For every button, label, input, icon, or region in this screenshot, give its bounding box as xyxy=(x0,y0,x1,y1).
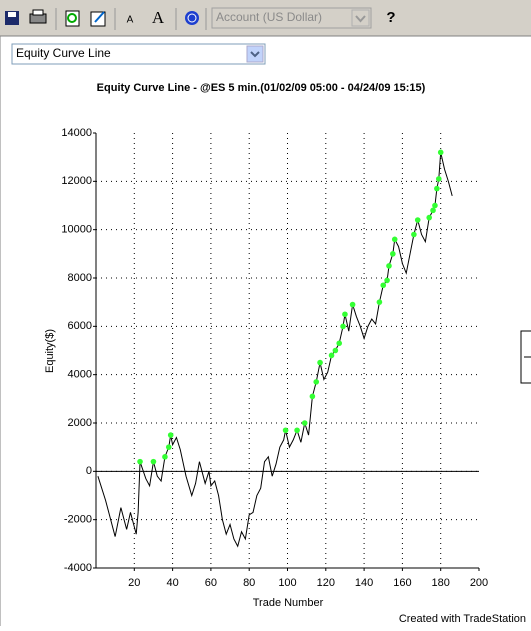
x-tick-label: 60 xyxy=(205,577,217,589)
equity-high-marker xyxy=(137,458,143,465)
equity-high-marker xyxy=(386,263,392,269)
equity-high-marker xyxy=(380,282,387,289)
target-button[interactable] xyxy=(185,11,199,25)
equity-high-marker xyxy=(435,176,442,182)
y-tick-label: 14000 xyxy=(61,127,92,139)
account-combo[interactable] xyxy=(211,7,372,29)
selector-text: Equity Curve Line xyxy=(16,46,111,60)
chart-selector[interactable] xyxy=(11,43,266,65)
equity-high-marker xyxy=(332,347,339,354)
equity-high-marker xyxy=(301,420,308,426)
equity-high-marker xyxy=(376,299,383,305)
x-tick-label: 200 xyxy=(470,577,488,589)
save-button[interactable] xyxy=(5,11,19,25)
y-tick-label: 4000 xyxy=(68,369,92,381)
legend-fragment xyxy=(520,330,531,384)
equity-high-marker xyxy=(150,458,157,465)
equity-high-marker xyxy=(414,217,421,223)
equity-high-marker xyxy=(437,149,444,156)
y-tick-label: -2000 xyxy=(64,514,92,526)
y-tick-label: 6000 xyxy=(68,320,92,332)
equity-line xyxy=(97,152,453,548)
x-tick-label: 20 xyxy=(128,577,140,589)
equity-high-marker xyxy=(426,214,433,221)
x-tick-label: 180 xyxy=(432,577,450,589)
y-axis-label: Equity($) xyxy=(44,329,56,373)
font-up-button[interactable]: A xyxy=(152,8,165,27)
y-tick-label: 0 xyxy=(86,465,92,477)
x-tick-label: 120 xyxy=(317,577,335,589)
equity-high-marker xyxy=(384,277,390,284)
equity-high-marker xyxy=(340,323,346,330)
equity-high-marker xyxy=(317,359,323,366)
equity-high-marker xyxy=(432,202,438,209)
equity-high-marker xyxy=(313,379,320,385)
equity-high-marker xyxy=(336,340,343,347)
help-button[interactable]: ? xyxy=(386,9,395,26)
equity-high-marker xyxy=(167,432,174,438)
equity-high-marker xyxy=(328,352,335,359)
x-tick-label: 40 xyxy=(166,577,178,589)
equity-high-marker xyxy=(165,444,172,450)
y-tick-label: 8000 xyxy=(68,272,92,284)
equity-high-marker xyxy=(342,311,348,318)
footer: Created with TradeStation xyxy=(399,613,526,625)
chart-title: Equity Curve Line - @ES 5 min.(01/02/09 … xyxy=(97,82,426,94)
equity-high-marker xyxy=(282,427,289,434)
y-tick-label: 2000 xyxy=(68,417,92,429)
x-axis-label: Trade Number xyxy=(253,597,324,609)
y-tick-label: 12000 xyxy=(61,175,92,187)
equity-high-marker xyxy=(430,207,436,214)
account-text: Account (US Dollar) xyxy=(216,10,322,24)
equity-high-marker xyxy=(162,454,168,460)
equity-high-marker xyxy=(309,393,316,400)
x-tick-label: 80 xyxy=(243,577,255,589)
equity-high-marker xyxy=(434,185,440,192)
equity-high-marker xyxy=(294,427,300,434)
equity-high-marker xyxy=(411,231,417,238)
y-tick-label: -4000 xyxy=(64,562,92,574)
x-tick-label: 140 xyxy=(355,577,373,589)
print-button[interactable] xyxy=(29,9,47,24)
refresh-button[interactable] xyxy=(65,10,80,27)
x-tick-label: 160 xyxy=(393,577,411,589)
x-tick-label: 100 xyxy=(278,577,296,589)
equity-high-marker xyxy=(391,236,398,243)
properties-button[interactable] xyxy=(90,11,106,27)
y-tick-label: 10000 xyxy=(61,224,92,236)
equity-high-marker xyxy=(349,301,356,308)
font-down-button[interactable]: A xyxy=(127,15,134,26)
equity-high-marker xyxy=(390,251,396,257)
